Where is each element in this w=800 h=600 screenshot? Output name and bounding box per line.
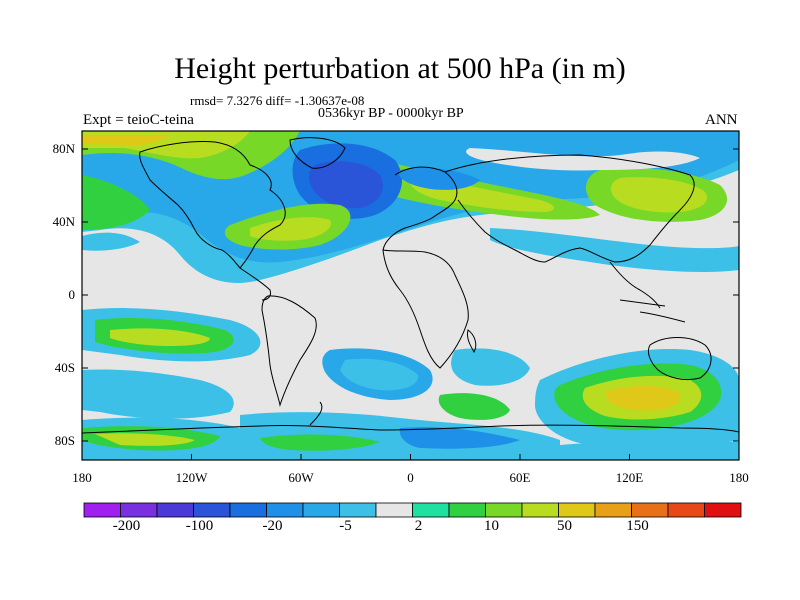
coastlines: [82, 137, 739, 434]
colorbar-swatch: [120, 502, 158, 518]
colorbar-swatch: [302, 502, 340, 518]
colorbar-swatch: [412, 502, 450, 518]
x-tick-label: 60W: [288, 470, 314, 485]
y-tick-label: 80N: [52, 141, 75, 156]
colorbar-label: -100: [185, 518, 214, 534]
colorbar-label: -200: [112, 518, 141, 534]
x-tick-label: 180: [72, 470, 92, 485]
colorbar: [83, 502, 742, 518]
x-tick-label: 120E: [615, 470, 644, 485]
colorbar-swatch: [667, 502, 705, 518]
y-tick-label: 80S: [54, 433, 75, 448]
colorbar-swatch: [631, 502, 669, 518]
colorbar-swatch: [83, 502, 121, 518]
colorbar-label: 2: [414, 518, 423, 534]
experiment-label: Expt = teioC-teina: [83, 112, 194, 128]
colorbar-swatch: [448, 502, 486, 518]
colorbar-swatch: [193, 502, 231, 518]
season-label: ANN: [705, 112, 738, 128]
x-ticks: [81, 454, 740, 460]
colorbar-swatch: [704, 502, 742, 518]
colorbar-label: 150: [626, 518, 649, 534]
colorbar-label: -20: [262, 518, 283, 534]
y-tick-label: 40N: [52, 214, 75, 229]
contour-field: [82, 131, 739, 460]
x-tick-label: 0: [407, 470, 414, 485]
colorbar-label: -5: [339, 518, 352, 534]
colorbar-label: 50: [557, 518, 572, 534]
colorbar-swatch: [521, 502, 559, 518]
period-label: 0536kyr BP - 0000kyr BP: [318, 106, 464, 121]
x-tick-label: 60E: [509, 470, 531, 485]
y-tick-label: 0: [68, 287, 76, 302]
colorbar-swatch: [266, 502, 304, 518]
x-tick-label: 120W: [175, 470, 208, 485]
colorbar-swatch: [339, 502, 377, 518]
rmsd-stats: rmsd= 7.3276 diff= -1.30637e-08: [190, 93, 365, 108]
x-tick-label: 180: [729, 470, 749, 485]
colorbar-swatch: [558, 502, 596, 518]
colorbar-swatch: [156, 502, 194, 518]
colorbar-swatch: [229, 502, 267, 518]
colorbar-swatch: [485, 502, 523, 518]
colorbar-label: 10: [484, 518, 499, 534]
chart-title: Height perturbation at 500 hPa (in m): [174, 52, 626, 85]
colorbar-swatch: [375, 502, 413, 518]
colorbar-swatch: [594, 502, 632, 518]
y-tick-label: 40S: [54, 360, 75, 375]
y-ticks: [82, 148, 739, 442]
